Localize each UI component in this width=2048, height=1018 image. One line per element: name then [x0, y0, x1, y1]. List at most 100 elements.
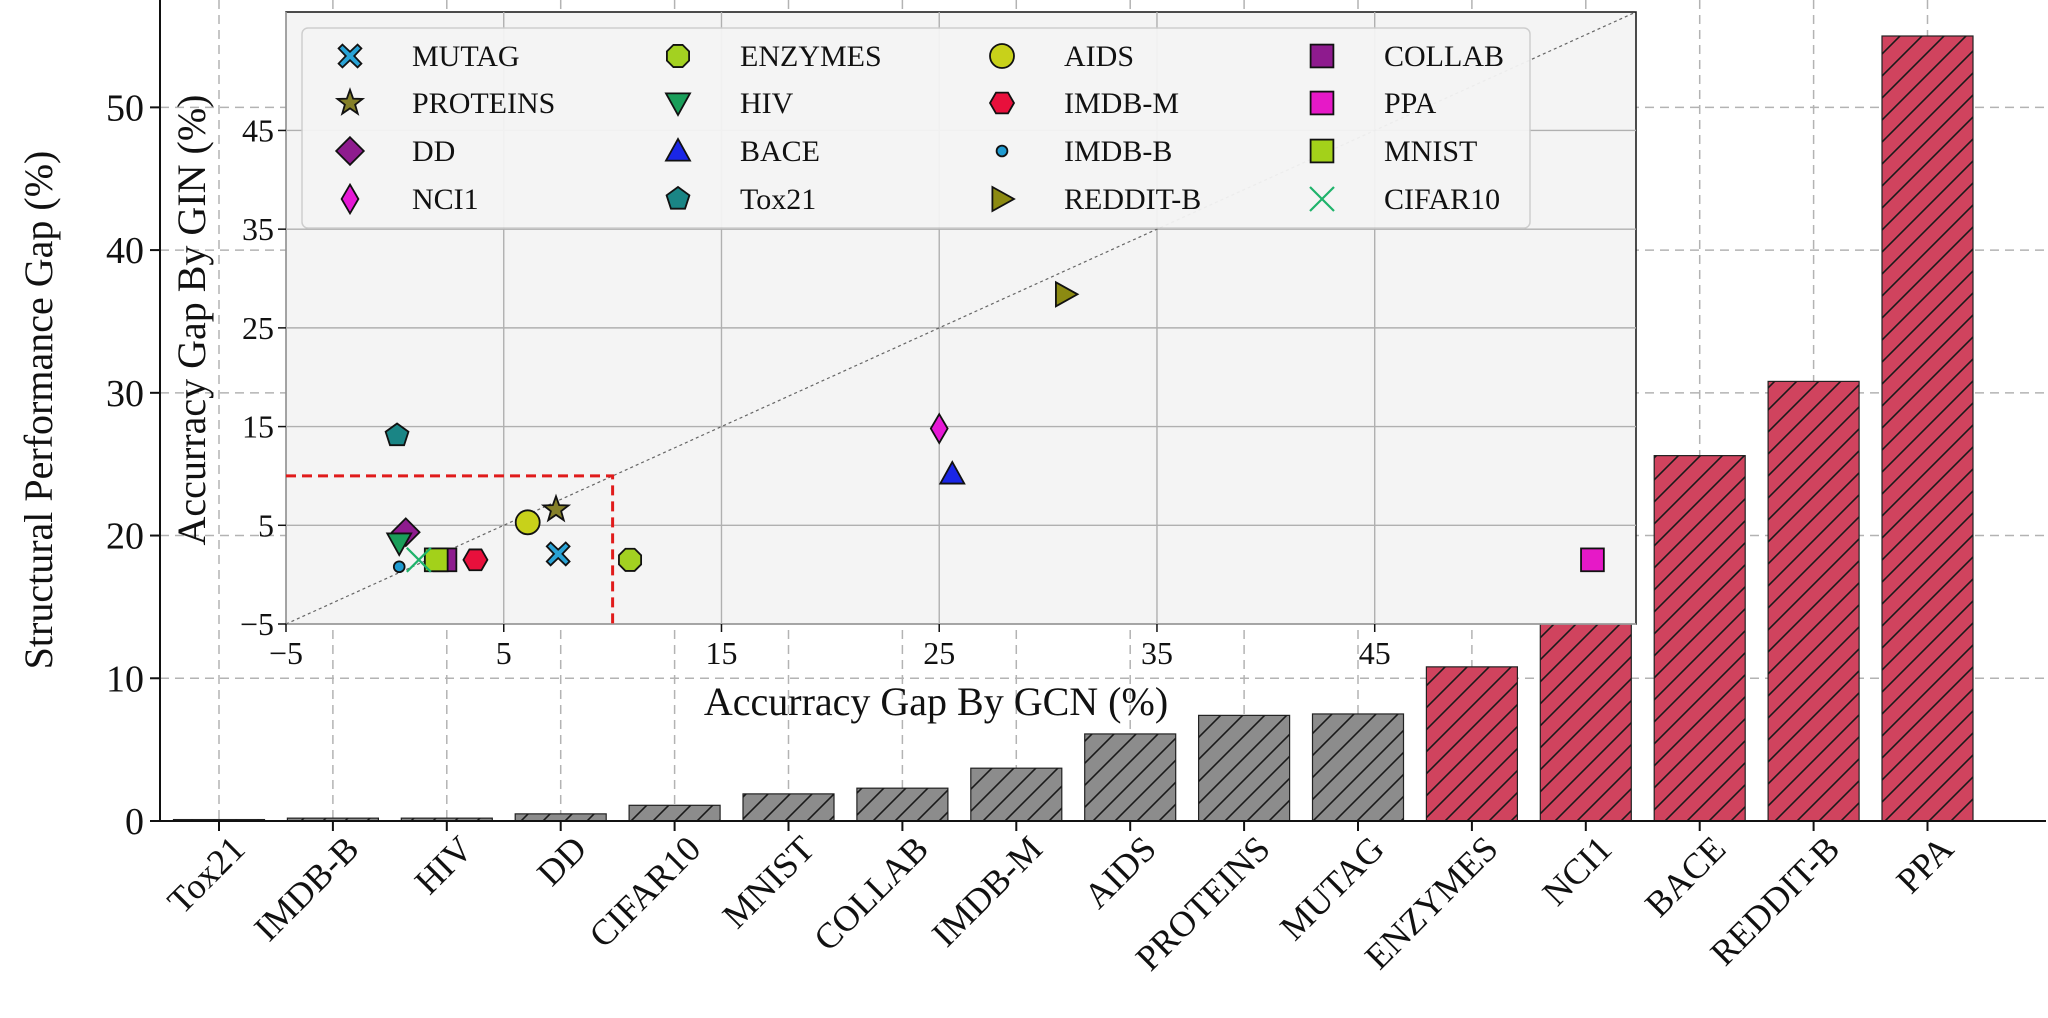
legend-label: PPA [1384, 87, 1437, 120]
legend-marker [664, 92, 692, 117]
scatter-point-proteins [540, 493, 572, 523]
legend-label: BACE [740, 135, 820, 168]
x-tick-label: COLLAB [806, 828, 936, 958]
legend-marker [1309, 138, 1335, 164]
x-tick-label: BACE [1637, 828, 1733, 924]
legend-label: MNIST [1384, 135, 1477, 168]
legend-marker [665, 185, 691, 210]
inset-x-tick-label: −5 [269, 635, 303, 671]
bar-hatch [1312, 713, 1404, 821]
bar-hatch [1768, 381, 1860, 821]
legend-marker [991, 185, 1016, 213]
highlight-box [286, 474, 615, 624]
scatter-point-bace [938, 460, 966, 485]
legend-marker [664, 137, 692, 162]
inset-y-tick-label: 15 [242, 409, 274, 445]
inset-x-axis-label: Accurracy Gap By GCN (%) [704, 679, 1168, 724]
bar-hatch [1084, 733, 1176, 821]
x-tick-label: IMDB-B [246, 828, 366, 948]
bar-hatch [287, 818, 379, 821]
inset-x-tick-label: 25 [923, 635, 955, 671]
x-tick-label: MUTAG [1272, 828, 1392, 948]
bar-hatch [1198, 715, 1290, 821]
inset-x-tick-label: 45 [1359, 635, 1391, 671]
legend-box [301, 27, 1531, 229]
legend-marker [334, 87, 366, 116]
x-tick-label: MNIST [715, 828, 822, 935]
legend: MUTAG PROTEINS DD NCI1 ENZYMES HIV BACE Tox21 AI… [301, 27, 1531, 229]
scatter-point-cifar10 [406, 547, 432, 573]
x-tick-label: PPA [1889, 828, 1962, 901]
x-tick-label: Tox21 [160, 828, 253, 921]
x-tick-label: AIDS [1076, 828, 1164, 916]
inset-y-axis-label: Accurracy Gap By GIN (%) [169, 95, 214, 546]
legend-label: ENZYMES [740, 40, 882, 73]
inset-y-tick-label: 25 [242, 310, 274, 346]
bar-hatch [401, 818, 493, 821]
bar-hatch [970, 768, 1062, 821]
y-tick-label: 50 [106, 87, 144, 129]
x-tick-label: IMDB-M [924, 828, 1050, 954]
y-tick-label: 0 [125, 801, 144, 843]
legend-marker [666, 44, 690, 68]
legend-label: HIV [740, 87, 794, 120]
x-marker-stroke [406, 547, 432, 573]
x-tick-label: HIV [407, 828, 481, 902]
legend-label: IMDB-M [1064, 87, 1179, 120]
legend-label: Tox21 [740, 183, 816, 216]
scatter-point-tox21 [384, 422, 410, 447]
legend-label: CIFAR10 [1384, 183, 1500, 216]
legend-label: PROTEINS [412, 87, 555, 120]
inset-x-tick-label: 5 [496, 635, 512, 671]
legend-marker [1309, 90, 1335, 116]
legend-marker [988, 91, 1016, 115]
scatter-point-mnist [423, 547, 449, 573]
scatter-point-imdb-m [462, 548, 489, 572]
bar-hatch [856, 788, 948, 821]
scatter-point-aids [514, 509, 541, 536]
inset-scatter-chart: −5 5 15 25 35 45 −5 5 15 25 35 45 Accurracy Gap By G… [169, 11, 1637, 724]
y-tick-label: 30 [106, 373, 144, 415]
bar-hatch [1882, 36, 1973, 821]
legend-marker [1309, 186, 1335, 212]
x-tick-label: NCI1 [1535, 828, 1620, 913]
scatter-point-hiv [385, 532, 413, 557]
inset-x-tick-label: 35 [1141, 635, 1173, 671]
inset-y-tick-label: 45 [242, 112, 274, 148]
legend-label: COLLAB [1384, 40, 1504, 73]
inset-y-tick-label: 5 [258, 507, 274, 543]
legend-label: NCI1 [412, 183, 479, 216]
bar-hatch [629, 805, 721, 821]
legend-label: DD [412, 135, 455, 168]
y-axis-label: Structural Performance Gap (%) [16, 151, 61, 670]
inset-y-tick-label: −5 [240, 606, 274, 642]
legend-label: IMDB-B [1064, 135, 1172, 168]
inset-y-tick-label: 35 [242, 211, 274, 247]
inset-x-tick-label: 15 [705, 635, 737, 671]
x-tick-label: DD [529, 828, 594, 893]
legend-marker [337, 43, 363, 69]
y-tick-label: 20 [106, 516, 144, 558]
scatter-point-enzymes [618, 547, 643, 572]
bar-hatch [1654, 455, 1746, 821]
y-tick-label: 10 [106, 658, 144, 700]
bar-hatch [515, 813, 607, 821]
y-tick-label: 40 [106, 230, 144, 272]
diagonal-reference-line [285, 11, 1637, 625]
scatter-point-nci1 [929, 412, 949, 445]
legend-marker [1309, 43, 1335, 69]
scatter-point-reddit-b [1055, 280, 1080, 308]
bar-hatch [1426, 666, 1518, 821]
x-marker-stroke [1309, 186, 1335, 212]
legend-label: AIDS [1064, 40, 1134, 73]
scatter-point-ppa [1580, 547, 1605, 573]
bar-hatch [743, 793, 834, 821]
legend-marker [334, 135, 366, 167]
legend-marker [989, 43, 1015, 69]
legend-label: REDDIT-B [1064, 183, 1201, 216]
x-tick-label: CIFAR10 [581, 828, 708, 955]
scatter-point-imdb-b [392, 560, 406, 574]
scatter-point-mutag [545, 541, 571, 567]
